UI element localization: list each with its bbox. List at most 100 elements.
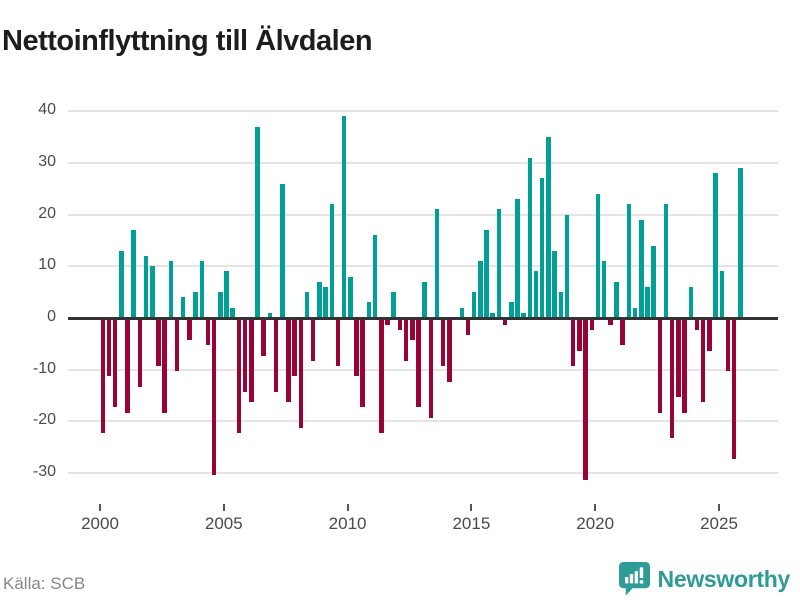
x-axis-tick-label: 2000 bbox=[81, 514, 119, 533]
bar-2014-q1 bbox=[447, 319, 452, 382]
bar-2015-q2 bbox=[478, 261, 483, 318]
bar-2003-q2 bbox=[180, 297, 186, 318]
x-axis-tick bbox=[718, 504, 720, 511]
source-caption: Källa: SCB bbox=[3, 574, 86, 593]
bar-2012-q2 bbox=[403, 319, 409, 361]
bar-2022-q2 bbox=[651, 245, 656, 318]
bar-2016-q3 bbox=[509, 302, 514, 318]
bar-2017-q4 bbox=[539, 178, 545, 318]
bar-2013-q3 bbox=[434, 209, 440, 318]
bar-2007-q4 bbox=[292, 319, 297, 377]
bar-2021-q3 bbox=[632, 307, 638, 318]
bar-2003-q1 bbox=[174, 319, 180, 372]
bar-2018-q2 bbox=[552, 250, 557, 318]
x-axis-tick bbox=[99, 504, 101, 511]
gridline bbox=[68, 110, 778, 113]
bar-2015-q4 bbox=[490, 312, 495, 318]
bar-2008-q4 bbox=[317, 281, 322, 318]
bar-2002-q3 bbox=[162, 319, 167, 413]
bar-2018-q3 bbox=[558, 292, 564, 318]
bar-2011-q1 bbox=[372, 235, 378, 318]
bar-2007-q2 bbox=[280, 183, 285, 318]
bar-2013-q1 bbox=[422, 281, 427, 318]
bar-2011-q4 bbox=[391, 292, 396, 318]
x-axis-tick-label: 2015 bbox=[452, 514, 491, 533]
gridline bbox=[68, 265, 778, 268]
zero-axis-line bbox=[68, 316, 778, 320]
x-axis-tick-label: 2025 bbox=[700, 514, 738, 533]
bar-2019-q3 bbox=[583, 319, 588, 480]
y-axis-tick-label: 0 bbox=[47, 308, 56, 325]
bar-2015-q1 bbox=[471, 292, 477, 318]
bar-2010-q1 bbox=[348, 276, 353, 318]
bar-2014-q3 bbox=[459, 307, 465, 318]
bar-2023-q1 bbox=[669, 319, 675, 439]
bar-2018-q4 bbox=[564, 214, 570, 318]
bar-2000-q4 bbox=[119, 250, 124, 318]
bar-2025-q2 bbox=[725, 319, 731, 372]
bar-2000-q3 bbox=[112, 319, 118, 408]
x-axis-tick bbox=[222, 504, 225, 511]
gridline bbox=[68, 368, 778, 371]
bar-2025-q1 bbox=[719, 271, 724, 318]
bar-2003-q4 bbox=[193, 292, 198, 318]
bar-2021-q1 bbox=[620, 319, 625, 346]
bar-2020-q4 bbox=[614, 281, 619, 318]
bar-2005-q3 bbox=[236, 319, 242, 434]
bar-2021-q2 bbox=[626, 204, 632, 318]
bar-2017-q1 bbox=[521, 312, 526, 318]
bar-2006-q1 bbox=[249, 319, 254, 403]
bar-2023-q2 bbox=[676, 319, 681, 398]
bar-2012-q4 bbox=[416, 319, 421, 408]
bar-2004-q2 bbox=[205, 319, 211, 346]
bar-2024-q3 bbox=[707, 319, 712, 351]
bar-2002-q2 bbox=[156, 319, 161, 367]
bar-2005-q4 bbox=[242, 319, 248, 392]
bar-2001-q3 bbox=[137, 319, 143, 387]
brand-name: Newsworthy bbox=[657, 565, 791, 592]
y-axis-tick-label: -10 bbox=[32, 359, 56, 377]
bar-2006-q2 bbox=[255, 126, 260, 318]
y-axis-tick-label: 20 bbox=[38, 204, 56, 222]
y-axis-tick-label: 10 bbox=[38, 256, 56, 274]
bar-2024-q1 bbox=[694, 319, 700, 330]
bar-2013-q4 bbox=[440, 319, 446, 367]
gridline bbox=[68, 420, 778, 423]
bar-2010-q4 bbox=[366, 302, 372, 318]
bar-2004-q1 bbox=[199, 261, 205, 318]
bar-2014-q4 bbox=[465, 319, 471, 335]
bar-2008-q1 bbox=[298, 319, 304, 429]
x-axis-tick-label: 2020 bbox=[576, 514, 615, 533]
bar-2001-q1 bbox=[125, 319, 130, 413]
x-axis-tick bbox=[346, 504, 349, 511]
bar-2016-q1 bbox=[496, 209, 502, 318]
bar-2006-q3 bbox=[261, 319, 266, 356]
bar-2010-q2 bbox=[354, 319, 359, 377]
bar-2000-q2 bbox=[106, 319, 112, 377]
bar-2019-q2 bbox=[577, 319, 582, 351]
bar-2005-q1 bbox=[224, 271, 229, 318]
y-axis-tick-label: 40 bbox=[38, 101, 56, 119]
bar-2009-q2 bbox=[329, 204, 335, 318]
bar-2008-q2 bbox=[304, 292, 310, 318]
bar-2025-q4 bbox=[738, 168, 743, 318]
bar-2022-q4 bbox=[663, 204, 669, 318]
bar-2000-q1 bbox=[100, 319, 105, 434]
x-axis-tick-label: 2005 bbox=[204, 514, 243, 533]
gridline bbox=[68, 213, 778, 216]
bar-2005-q2 bbox=[230, 307, 235, 318]
bar-2009-q4 bbox=[341, 116, 347, 318]
x-axis-tick bbox=[470, 504, 473, 511]
bar-2022-q3 bbox=[657, 319, 663, 413]
bar-2001-q4 bbox=[143, 255, 149, 318]
bar-2020-q3 bbox=[608, 319, 613, 325]
bar-2020-q2 bbox=[601, 261, 607, 318]
brand-logo[interactable]: Newsworthy bbox=[618, 562, 791, 596]
bar-2008-q3 bbox=[310, 319, 316, 361]
bar-2009-q1 bbox=[323, 286, 328, 318]
bar-2018-q1 bbox=[546, 137, 551, 318]
x-axis-tick bbox=[594, 504, 597, 511]
bar-2002-q4 bbox=[168, 261, 174, 318]
